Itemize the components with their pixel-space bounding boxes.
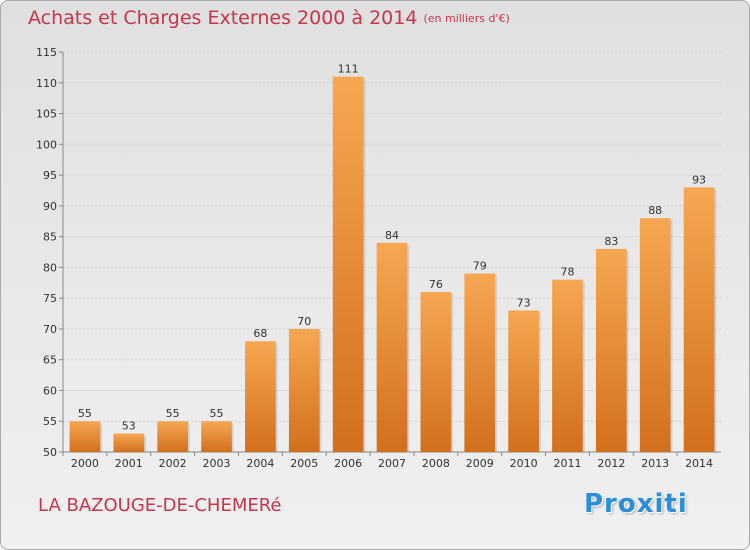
x-tick-label: 2000 <box>71 457 99 470</box>
bar-2009 <box>464 273 496 452</box>
x-tick-label: 2013 <box>641 457 669 470</box>
bar-value-label: 79 <box>473 260 487 273</box>
x-tick-label: 2012 <box>597 457 625 470</box>
bar-value-label: 55 <box>166 407 180 420</box>
bar-2011 <box>552 279 583 452</box>
y-tick-label: 55 <box>43 415 57 428</box>
bar-value-label: 55 <box>210 407 224 420</box>
y-tick-label: 95 <box>43 169 57 182</box>
bar-2002 <box>157 421 189 452</box>
bar-2010 <box>508 310 539 452</box>
bar-value-label: 111 <box>338 63 359 76</box>
y-tick-label: 80 <box>43 261 57 274</box>
bar-2000 <box>69 421 101 452</box>
bar-2008 <box>420 292 452 452</box>
y-tick-label: 50 <box>43 446 57 459</box>
x-tick-label: 2011 <box>553 457 581 470</box>
bar-2014 <box>683 187 715 452</box>
bar-value-label: 73 <box>517 296 531 309</box>
y-tick-label: 60 <box>43 384 57 397</box>
bar-2007 <box>376 242 408 452</box>
x-tick-label: 2006 <box>334 457 362 470</box>
commune-name: LA BAZOUGE-DE-CHEMERé <box>38 495 282 516</box>
y-tick-label: 105 <box>36 108 57 121</box>
proxiti-logo: Proxiti <box>584 489 688 519</box>
x-tick-label: 2008 <box>422 457 450 470</box>
bar-value-label: 84 <box>385 229 399 242</box>
y-tick-label: 90 <box>43 200 57 213</box>
bar-value-label: 83 <box>604 235 618 248</box>
y-tick-label: 115 <box>36 46 57 59</box>
x-tick-label: 2001 <box>115 457 143 470</box>
bar-value-label: 70 <box>297 315 311 328</box>
y-tick-label: 100 <box>36 138 57 151</box>
y-tick-label: 65 <box>43 354 57 367</box>
y-tick-label: 75 <box>43 292 57 305</box>
chart-unit: (en milliers d'€) <box>423 12 510 25</box>
bar-value-label: 76 <box>429 278 443 291</box>
x-tick-label: 2003 <box>203 457 231 470</box>
x-tick-label: 2014 <box>685 457 713 470</box>
x-tick-label: 2007 <box>378 457 406 470</box>
bar-2005 <box>288 328 320 452</box>
x-tick-label: 2009 <box>466 457 494 470</box>
y-tick-label: 110 <box>36 77 57 90</box>
chart-title-text: Achats et Charges Externes 2000 à 2014 <box>28 7 418 29</box>
x-tick-label: 2005 <box>290 457 318 470</box>
bar-2001 <box>113 433 145 452</box>
x-tick-label: 2004 <box>246 457 274 470</box>
bar-2004 <box>245 341 276 452</box>
y-tick-label: 70 <box>43 323 57 336</box>
bar-2013 <box>639 218 671 452</box>
bar-value-label: 93 <box>692 173 706 186</box>
chart-title: Achats et Charges Externes 2000 à 2014 (e… <box>28 7 510 29</box>
x-tick-label: 2002 <box>159 457 187 470</box>
bar-value-label: 78 <box>560 266 574 279</box>
bar-2006 <box>332 76 364 452</box>
bar-value-label: 68 <box>253 327 267 340</box>
bar-value-label: 53 <box>122 420 136 433</box>
x-tick-label: 2010 <box>510 457 538 470</box>
bar-2003 <box>201 421 232 452</box>
bar-value-label: 88 <box>648 204 662 217</box>
y-tick-label: 85 <box>43 231 57 244</box>
bar-2012 <box>595 248 627 452</box>
bar-value-label: 55 <box>78 407 92 420</box>
